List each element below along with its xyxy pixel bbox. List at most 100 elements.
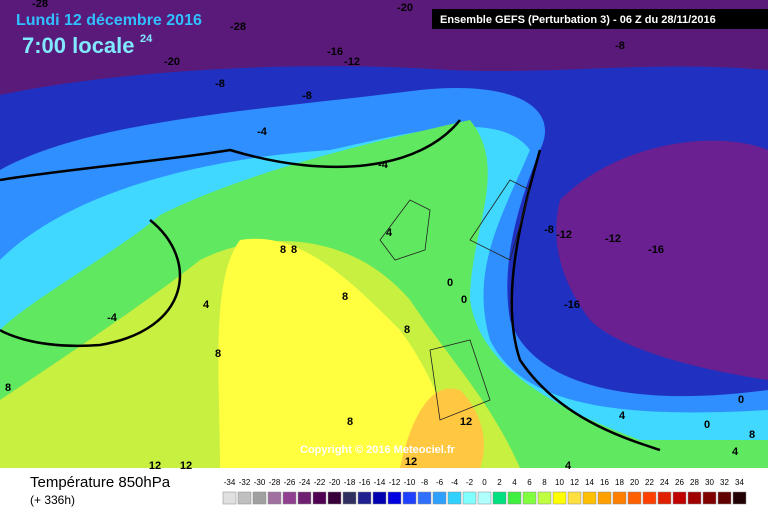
scale-swatch bbox=[507, 491, 522, 505]
scale-swatch bbox=[447, 491, 462, 505]
parameter-label: Température 850hPa bbox=[30, 474, 171, 491]
contour-label: 4 bbox=[565, 460, 572, 472]
date-label: Lundi 12 décembre 2016 bbox=[16, 12, 202, 29]
contour-label: 12 bbox=[405, 456, 417, 468]
scale-label: -34 bbox=[224, 478, 236, 487]
scale-swatch bbox=[612, 491, 627, 505]
scale-label: 4 bbox=[512, 478, 517, 487]
scale-label: 32 bbox=[720, 478, 729, 487]
scale-label: 6 bbox=[527, 478, 532, 487]
contour-label: -4 bbox=[107, 312, 118, 324]
scale-label: 30 bbox=[705, 478, 714, 487]
contour-label: -8 bbox=[544, 224, 554, 236]
scale-swatch bbox=[522, 491, 537, 505]
scale-label: -16 bbox=[359, 478, 371, 487]
scale-label: -22 bbox=[314, 478, 326, 487]
scale-label: -8 bbox=[421, 478, 429, 487]
scale-swatch bbox=[597, 491, 612, 505]
scale-swatch bbox=[327, 491, 342, 505]
scale-swatch bbox=[702, 491, 717, 505]
contour-label: 8 bbox=[5, 382, 11, 394]
scale-label: 10 bbox=[555, 478, 564, 487]
contour-label: 0 bbox=[738, 394, 744, 406]
model-label: Ensemble GEFS (Perturbation 3) - 06 Z du… bbox=[440, 14, 716, 26]
scale-swatch bbox=[672, 491, 687, 505]
contour-label: -12 bbox=[344, 56, 360, 68]
scale-label: 20 bbox=[630, 478, 639, 487]
scale-label: 34 bbox=[735, 478, 744, 487]
scale-swatch bbox=[552, 491, 567, 505]
scale-label: 0 bbox=[482, 478, 487, 487]
contour-label: -8 bbox=[302, 90, 312, 102]
scale-label: -6 bbox=[436, 478, 444, 487]
color-scale: -34 -32 -30 -28 -26 -24 -22 -20 -18 -16 -14 -12 -10-… bbox=[222, 478, 747, 505]
contour-label: -12 bbox=[605, 233, 621, 245]
scale-swatch bbox=[312, 491, 327, 505]
contour-label: -20 bbox=[397, 2, 413, 14]
scale-swatch bbox=[732, 491, 747, 505]
footer-bar bbox=[0, 468, 768, 512]
scale-swatch bbox=[402, 491, 417, 505]
scale-swatch bbox=[582, 491, 597, 505]
model-banner bbox=[432, 9, 768, 29]
contour-label: 4 bbox=[203, 299, 210, 311]
scale-label: -20 bbox=[329, 478, 341, 487]
contour-labels: -28-28-20-20-16-12-8-8-8-4-448 884-48800-… bbox=[5, 0, 755, 472]
scale-swatch bbox=[642, 491, 657, 505]
scale-label: -26 bbox=[284, 478, 296, 487]
scale-label: 12 bbox=[570, 478, 579, 487]
contour-label: 12 bbox=[460, 416, 472, 428]
contour-label: -4 bbox=[257, 126, 268, 138]
map-background bbox=[0, 0, 768, 468]
scale-label: 16 bbox=[600, 478, 609, 487]
contour-label: 4 bbox=[732, 446, 739, 458]
contour-label: 4 bbox=[386, 227, 393, 239]
contour-label: 8 bbox=[291, 244, 297, 256]
lead-label: (+ 336h) bbox=[30, 493, 75, 507]
scale-label: 22 bbox=[645, 478, 654, 487]
contour-label: 8 bbox=[749, 429, 755, 441]
scale-label: 18 bbox=[615, 478, 624, 487]
contour-label: 12 bbox=[180, 460, 192, 472]
scale-label: 26 bbox=[675, 478, 684, 487]
contour-label: -4 bbox=[378, 159, 389, 171]
scale-label: -28 bbox=[269, 478, 281, 487]
scale-label: 2 bbox=[497, 478, 502, 487]
scale-swatch bbox=[222, 491, 237, 505]
scale-label: -32 bbox=[239, 478, 251, 487]
contour-label: 0 bbox=[447, 277, 453, 289]
contour-label: -28 bbox=[32, 0, 48, 10]
scale-swatch bbox=[357, 491, 372, 505]
scale-label: 8 bbox=[542, 478, 547, 487]
scale-label: -18 bbox=[344, 478, 356, 487]
contour-label: -12 bbox=[556, 229, 572, 241]
contour-label: 8 bbox=[342, 291, 348, 303]
copyright: Copyright © 2016 Meteociel.fr bbox=[300, 444, 456, 456]
time-label: 7:00 locale bbox=[22, 33, 135, 58]
scale-swatch bbox=[537, 491, 552, 505]
scale-swatch bbox=[492, 491, 507, 505]
scale-label: -4 bbox=[451, 478, 459, 487]
time-superscript: 24 bbox=[140, 33, 153, 45]
contour-label: 12 bbox=[149, 460, 161, 472]
scale-swatch bbox=[432, 491, 447, 505]
scale-swatch bbox=[687, 491, 702, 505]
scale-swatch bbox=[567, 491, 582, 505]
contour-label: -8 bbox=[215, 78, 225, 90]
contour-label: -20 bbox=[164, 56, 180, 68]
contour-label: -16 bbox=[564, 299, 580, 311]
contour-label: 0 bbox=[704, 419, 710, 431]
contour-label: 8 bbox=[280, 244, 286, 256]
contour-label: 8 bbox=[347, 416, 353, 428]
scale-swatch bbox=[267, 491, 282, 505]
scale-swatch bbox=[342, 491, 357, 505]
contour-label: -8 bbox=[615, 40, 625, 52]
scale-swatch bbox=[237, 491, 252, 505]
scale-label: -24 bbox=[299, 478, 311, 487]
scale-label: -14 bbox=[374, 478, 386, 487]
contour-label: 4 bbox=[619, 410, 626, 422]
contour-label: -28 bbox=[230, 21, 246, 33]
contour-label: -16 bbox=[648, 244, 664, 256]
contour-label: 8 bbox=[215, 348, 221, 360]
